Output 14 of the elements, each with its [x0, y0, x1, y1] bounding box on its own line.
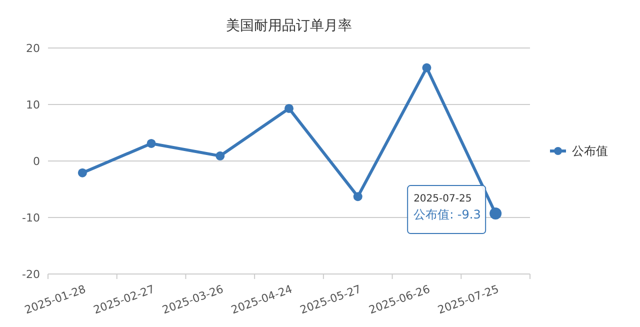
- y-tick-label: 10: [26, 98, 40, 112]
- annotation: 2025-07-25 公布值: -9.3: [414, 194, 481, 222]
- y-tick-label: 20: [26, 42, 40, 55]
- point: [284, 104, 294, 113]
- y-tick-label: 0: [33, 155, 40, 168]
- point: [353, 192, 362, 202]
- point: [78, 168, 87, 178]
- chart-title: 美国耐用品订单月率: [226, 18, 352, 34]
- y-tick-label: -10: [22, 212, 40, 224]
- legend-label: 公布值: [572, 144, 608, 158]
- y-tick-label: -20: [22, 268, 40, 281]
- point: [146, 138, 156, 148]
- point: [422, 63, 432, 72]
- point: [216, 151, 225, 160]
